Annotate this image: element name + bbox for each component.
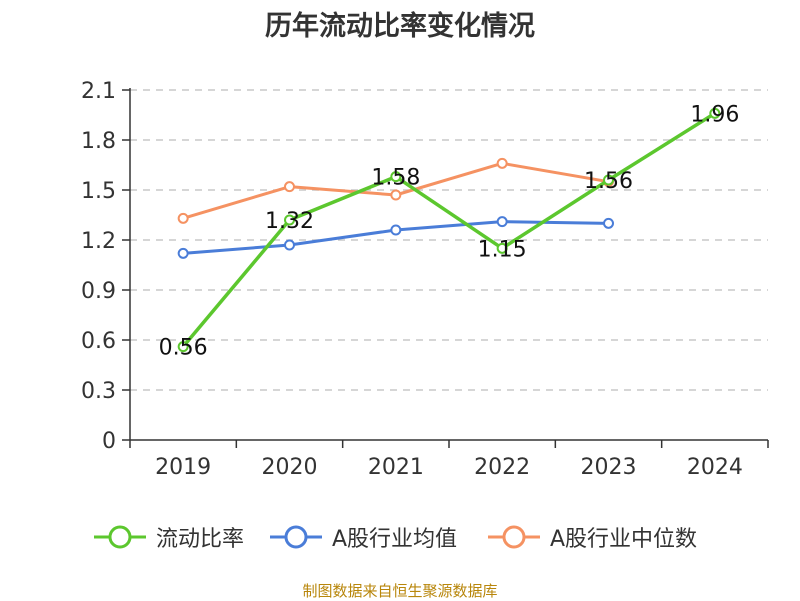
legend-item-industry-median[interactable]: A股行业中位数: [486, 520, 697, 554]
y-tick-label: 1.2: [81, 229, 116, 254]
data-point: [390, 224, 402, 236]
source-footer: 制图数据来自恒生聚源数据库: [302, 582, 498, 600]
x-tick-label: 2020: [262, 455, 318, 480]
data-point: [284, 214, 295, 226]
chart-title: 历年流动比率变化情况: [265, 11, 535, 42]
data-point: [603, 217, 614, 229]
data-point: [709, 107, 721, 119]
y-tick-label: 0.9: [81, 279, 116, 304]
data-point: [284, 239, 295, 251]
data-label: 1.56: [584, 169, 633, 194]
data-label: 1.15: [478, 237, 527, 262]
legend-item-industry-mean[interactable]: A股行业均值: [268, 520, 457, 554]
legend-item-current-ratio[interactable]: 流动比率: [92, 520, 244, 554]
data-point: [603, 174, 614, 186]
x-tick-label: 2024: [687, 455, 743, 480]
x-tick-label: 2022: [474, 455, 530, 480]
data-point: [496, 242, 508, 254]
legend-marker-industry-median: [488, 525, 540, 549]
data-point: [177, 212, 189, 224]
y-tick-label: 1.8: [81, 129, 116, 154]
x-tick-label: 2019: [155, 455, 211, 480]
data-label: 1.96: [690, 102, 739, 127]
data-label: 1.58: [371, 166, 420, 191]
x-tick-label: 2023: [581, 455, 637, 480]
data-point: [177, 247, 189, 259]
y-tick-label: 1.5: [81, 179, 116, 204]
data-point: [390, 189, 402, 201]
legend-marker-current-ratio: [94, 525, 146, 549]
data-label: 1.32: [265, 209, 314, 234]
legend-marker-industry-mean: [270, 525, 322, 549]
data-point: [496, 157, 508, 169]
legend: 流动比率 A股行业均值 A股行业中位数: [0, 520, 800, 554]
data-point: [284, 181, 295, 193]
data-point: [496, 216, 508, 228]
data-point: [390, 171, 402, 183]
legend-label-industry-median: A股行业中位数: [550, 527, 698, 552]
legend-label-current-ratio: 流动比率: [156, 527, 245, 552]
series-line-0: [181, 111, 716, 348]
x-tick-label: 2021: [368, 455, 424, 480]
y-tick-label: 2.1: [81, 79, 116, 104]
y-tick-label: 0: [102, 429, 116, 454]
legend-label-industry-mean: A股行业均值: [332, 527, 458, 552]
data-label: 0.56: [159, 336, 208, 361]
y-tick-label: 0.3: [81, 379, 116, 404]
y-tick-label: 0.6: [81, 329, 116, 354]
data-point: [177, 341, 189, 353]
